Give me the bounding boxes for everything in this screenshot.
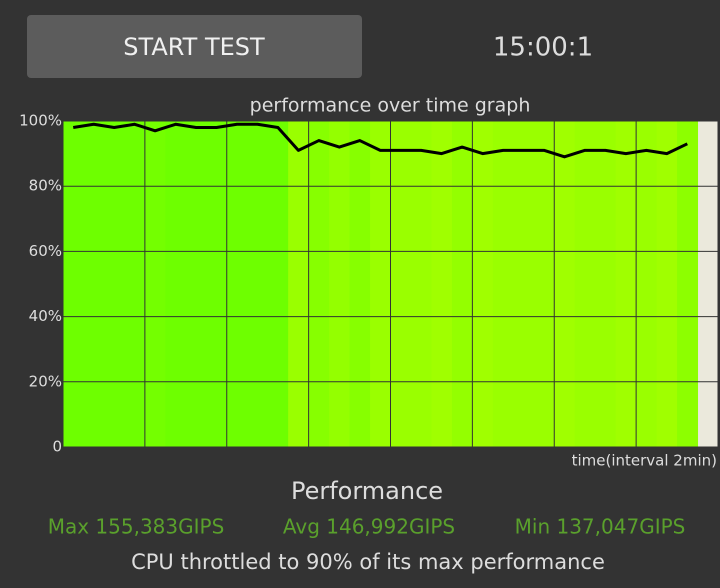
perf-column xyxy=(103,121,125,447)
perf-column xyxy=(513,121,535,447)
perf-column xyxy=(431,121,453,447)
timer: 15:00:1 xyxy=(493,33,593,63)
perf-column xyxy=(533,121,555,447)
perf-column xyxy=(492,121,514,447)
stat-avg: Avg 146,992GIPS xyxy=(283,515,455,539)
performance-line xyxy=(72,122,688,159)
stat-min: Min 137,047GIPS xyxy=(515,515,686,539)
start-button[interactable] xyxy=(27,15,362,78)
perf-column xyxy=(288,121,310,447)
perf-column xyxy=(554,121,576,447)
y-tick-label: 100% xyxy=(19,112,62,130)
perf-column xyxy=(370,121,391,447)
y-tick-label: 60% xyxy=(29,242,62,260)
perf-column xyxy=(451,121,473,447)
perf-column xyxy=(247,121,269,447)
summary: CPU throttled to 90% of its max performa… xyxy=(131,550,605,574)
perf-column xyxy=(63,121,84,447)
perf-column xyxy=(472,121,494,447)
perf-column xyxy=(656,121,678,447)
perf-column xyxy=(144,121,166,447)
perf-column xyxy=(329,121,351,447)
perf-column xyxy=(165,121,187,447)
perf-column xyxy=(595,121,617,447)
perf-column xyxy=(615,121,637,447)
y-tick-label: 40% xyxy=(29,307,62,325)
button-label[interactable]: START TEST xyxy=(123,33,265,61)
perf-column xyxy=(226,121,248,447)
perf-column xyxy=(185,121,207,447)
perf-column xyxy=(410,121,432,447)
perf-column xyxy=(349,121,371,447)
perf-column xyxy=(83,121,105,447)
stats-heading: Performance xyxy=(291,477,443,505)
perf-column xyxy=(636,121,658,447)
x-axis-label: time(interval 2min) xyxy=(572,452,717,470)
stat-max: Max 155,383GIPS xyxy=(48,515,225,539)
perf-column xyxy=(677,121,699,447)
perf-column xyxy=(267,121,289,447)
perf-column xyxy=(206,121,228,447)
y-tick-label: 0 xyxy=(52,438,62,456)
perf-column xyxy=(124,121,146,447)
perf-column xyxy=(308,121,330,447)
y-tick-label: 20% xyxy=(29,372,62,390)
chart-title: performance over time graph xyxy=(250,95,531,117)
perf-column xyxy=(390,121,412,447)
y-tick-label: 80% xyxy=(29,177,62,195)
perf-column xyxy=(574,121,596,447)
